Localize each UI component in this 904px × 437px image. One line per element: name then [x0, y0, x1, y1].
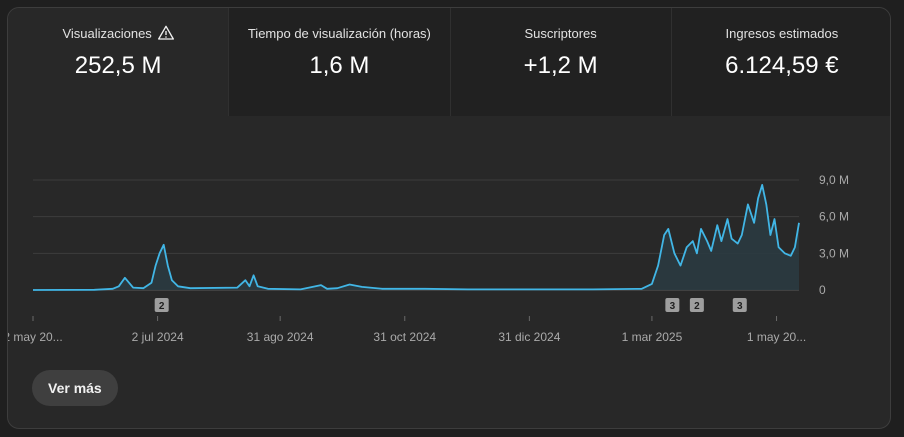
warning-triangle-icon[interactable]: [157, 25, 174, 41]
x-tick-label: 1 may 20...: [747, 330, 806, 344]
event-marker[interactable]: [665, 298, 680, 312]
y-tick-label: 6,0 M: [819, 210, 849, 224]
event-marker[interactable]: [732, 298, 747, 312]
views-label: Visualizaciones: [62, 25, 152, 41]
analytics-card: Visualizaciones 252,5 M Tiempo de visual…: [7, 7, 891, 429]
x-tick-label: 1 mar 2025: [622, 330, 683, 344]
x-tick-label: 31 dic 2024: [498, 330, 560, 344]
see-more-button[interactable]: Ver más: [32, 370, 118, 406]
tab-revenue[interactable]: Ingresos estimados 6.124,59 €: [670, 8, 890, 116]
event-marker-label: 3: [670, 301, 676, 312]
watch-time-label: Tiempo de visualización (horas): [247, 25, 431, 41]
tab-subscribers[interactable]: Suscriptores +1,2 M: [449, 8, 671, 116]
event-marker[interactable]: [689, 298, 704, 312]
y-tick-label: 0: [819, 283, 826, 297]
views-label-row: Visualizaciones: [8, 25, 228, 41]
event-marker[interactable]: [154, 298, 169, 312]
subscribers-label-row: Suscriptores: [451, 25, 671, 41]
watch-time-label-row: Tiempo de visualización (horas): [229, 25, 449, 41]
event-marker-label: 2: [159, 301, 165, 312]
x-tick-label: 31 ago 2024: [247, 330, 314, 344]
series-area: [33, 184, 799, 290]
y-tick-label: 9,0 M: [819, 173, 849, 187]
event-marker-label: 2: [694, 301, 700, 312]
tab-views[interactable]: Visualizaciones 252,5 M: [8, 8, 229, 116]
subscribers-value: +1,2 M: [523, 52, 598, 79]
subscribers-label: Suscriptores: [524, 25, 597, 41]
watch-time-value: 1,6 M: [309, 52, 370, 79]
series-line: [32, 184, 800, 291]
tab-watch-time[interactable]: Tiempo de visualización (horas) 1,6 M: [228, 8, 450, 116]
event-marker-label: 3: [737, 301, 743, 312]
revenue-label: Ingresos estimados: [725, 25, 839, 41]
x-tick-label: 2 may 20...: [8, 330, 63, 344]
views-value: 252,5 M: [74, 52, 162, 79]
x-tick-label: 2 jul 2024: [132, 330, 184, 344]
views-chart[interactable]: 03,0 M6,0 M9,0 M2 may 20... 2 jul 2024 31 …: [8, 116, 891, 346]
revenue-label-row: Ingresos estimados: [672, 25, 890, 41]
metric-tabs: Visualizaciones 252,5 M Tiempo de visual…: [8, 8, 890, 116]
y-tick-label: 3,0 M: [819, 246, 849, 260]
revenue-value: 6.124,59 €: [725, 52, 839, 79]
x-tick-label: 31 oct 2024: [373, 330, 436, 344]
